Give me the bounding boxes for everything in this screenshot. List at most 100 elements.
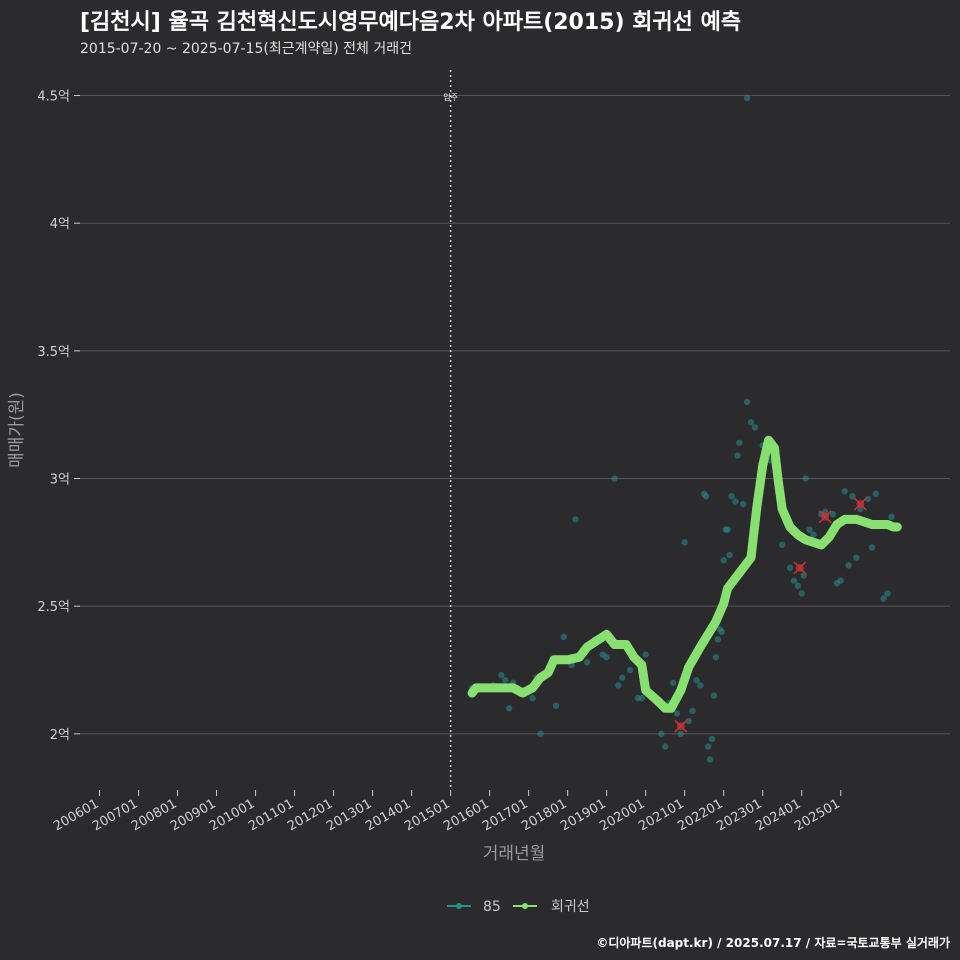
y-axis-title: 매매가(원): [7, 392, 27, 468]
scatter-point-64: [751, 424, 759, 431]
highlight-cross-b-1: [793, 561, 807, 575]
scatter-point-55: [724, 526, 731, 533]
y-tick-label-4: 4억: [50, 217, 70, 232]
y-tick-label-0: 2억: [50, 728, 70, 743]
scatter-point-32: [658, 730, 665, 738]
scatter-point-11: [537, 730, 544, 738]
scatter-point-52: [718, 628, 725, 635]
scatter-point-29: [642, 651, 649, 658]
scatter-point-83: [845, 562, 852, 569]
scatter-point-91: [884, 590, 891, 597]
scatter-point-74: [802, 475, 809, 482]
scatter-point-41: [693, 677, 700, 684]
scatter-point-88: [868, 544, 876, 551]
scatter-point-94: [743, 94, 751, 102]
scatter-point-84: [849, 493, 856, 500]
scatter-point-85: [853, 554, 860, 561]
scatter-point-50: [714, 636, 722, 643]
scatter-point-79: [829, 511, 837, 518]
scatter-point-60: [736, 439, 743, 446]
scatter-point-47: [708, 735, 716, 743]
scatter-point-44: [702, 493, 710, 500]
scatter-point-28: [638, 694, 645, 702]
highlight-marker-0: [674, 719, 688, 733]
scatter-point-92: [888, 513, 895, 521]
scatter-point-63: [747, 419, 755, 426]
scatter-point-4: [502, 677, 509, 684]
scatter-point-48: [710, 692, 718, 699]
x-axis-title: 거래년월: [483, 844, 546, 864]
scatter-point-9: [529, 694, 536, 702]
scatter-point-36: [673, 710, 681, 717]
scatter-point-59: [734, 452, 741, 459]
scatter-point-69: [786, 564, 794, 572]
scatter-point-35: [669, 679, 677, 686]
highlight-cross-b-0: [674, 719, 688, 733]
y-tick-label-3: 3.5억: [37, 345, 70, 360]
scatter-point-72: [798, 590, 805, 597]
scatter-point-15: [560, 633, 567, 641]
legend-item-85: 85: [447, 899, 501, 915]
scatter-point-68: [779, 541, 786, 549]
y-tick-label-1: 2.5억: [37, 600, 70, 615]
highlight-marker-2: [818, 510, 832, 524]
y-tick-label-2: 3억: [50, 473, 70, 488]
move-in-line: 입주: [443, 70, 458, 790]
scatter-point-62: [743, 398, 751, 406]
scatter-point-39: [685, 717, 692, 725]
highlight-markers: [674, 497, 867, 733]
scatter-point-22: [603, 654, 610, 661]
scatter-point-49: [712, 654, 720, 661]
highlight-cross-b-3: [853, 497, 867, 511]
scatter-point-70: [790, 577, 798, 584]
y-axis-ticks: 2억 2.5억 3억 3.5억 4억 4.5억: [37, 90, 80, 743]
highlight-marker-3: [853, 497, 867, 511]
scatter-point-57: [728, 493, 735, 500]
scatter-point-58: [732, 498, 739, 505]
scatter-point-38: [681, 539, 688, 546]
x-axis-ticks: 2006012007012008012009012010012011012012…: [51, 790, 843, 834]
scatter-point-5: [505, 705, 513, 712]
scatter-point-82: [841, 488, 848, 495]
legend-label-regression: 회귀선: [551, 899, 590, 915]
regression-line: [467, 435, 902, 713]
highlight-cross-b-2: [818, 510, 832, 524]
scatter-point-87: [864, 495, 872, 503]
scatter-point-76: [810, 531, 817, 538]
scatter-points: [468, 94, 899, 763]
chart-title: [김천시] 율곡 김천혁신도시영무예다음2차 아파트(2015) 회귀선 예측: [80, 10, 742, 35]
scatter-point-90: [880, 595, 887, 602]
scatter-point-3: [498, 671, 505, 679]
scatter-point-25: [619, 674, 626, 681]
scatter-point-19: [583, 659, 591, 666]
chart-subtitle: 2015-07-20 ~ 2025-07-15(최근계약일) 전체 거래건: [80, 41, 412, 57]
scatter-point-40: [689, 707, 696, 715]
scatter-point-75: [806, 526, 813, 533]
y-tick-label-5: 4.5억: [37, 90, 70, 105]
scatter-point-33: [662, 743, 669, 750]
scatter-point-23: [611, 475, 618, 482]
scatter-point-24: [615, 682, 622, 689]
scatter-point-26: [626, 666, 634, 674]
scatter-point-89: [872, 490, 880, 498]
scatter-point-45: [704, 743, 712, 750]
scatter-point-61: [740, 500, 747, 508]
scatter-point-37: [677, 730, 685, 738]
x-tick-label-19: 202501: [792, 796, 842, 834]
move-in-label: 입주: [443, 93, 458, 102]
legend: 85 회귀선: [447, 899, 590, 915]
scatter-point-13: [552, 702, 560, 709]
legend-label-85: 85: [483, 899, 501, 915]
scatter-point-71: [794, 582, 802, 589]
highlight-marker-1: [793, 561, 807, 575]
scatter-point-42: [697, 682, 704, 689]
source-caption: ©디아파트(dapt.kr) / 2025.07.17 / 자료=국토교통부 실…: [596, 936, 950, 950]
scatter-point-56: [726, 551, 733, 559]
regression-path: [467, 435, 902, 713]
scatter-point-17: [572, 516, 579, 523]
scatter-point-46: [706, 756, 714, 763]
scatter-point-81: [837, 577, 844, 584]
scatter-point-53: [720, 557, 727, 564]
grid-lines: [80, 95, 950, 735]
